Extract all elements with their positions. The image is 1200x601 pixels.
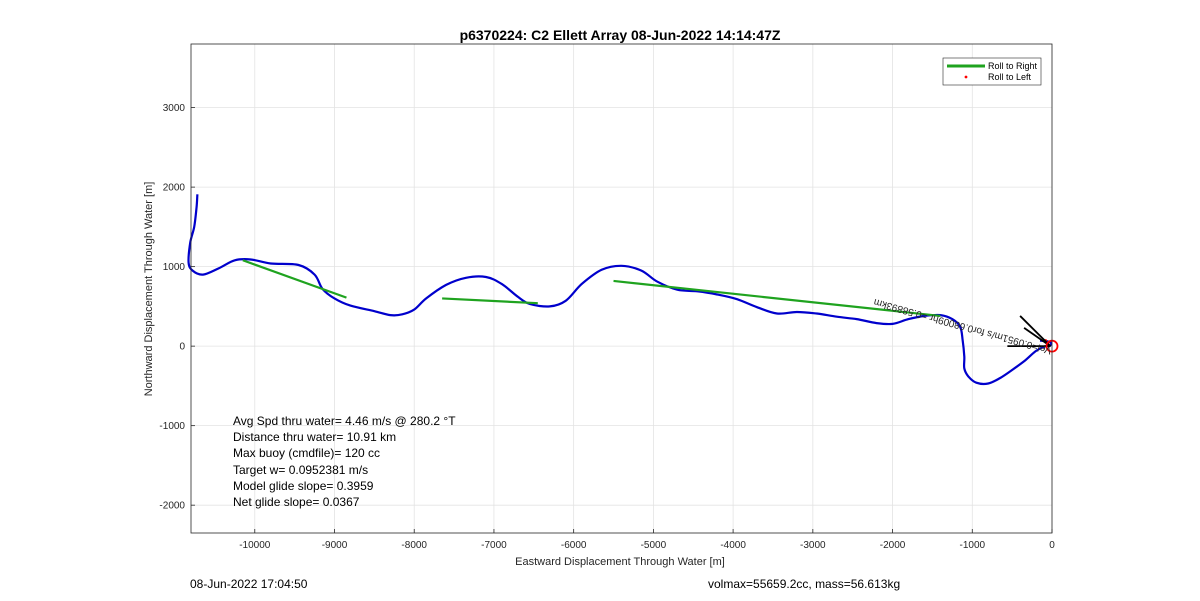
y-tick-label: 2000 xyxy=(163,183,186,194)
x-tick-label: -2000 xyxy=(880,540,906,551)
y-tick-label: 0 xyxy=(179,342,185,353)
legend: Roll to Right Roll to Left xyxy=(942,57,1042,86)
roll-right-segment xyxy=(613,279,941,318)
x-tick-label: -3000 xyxy=(800,540,826,551)
roll-right-segment xyxy=(442,297,538,305)
x-tick-label: -1000 xyxy=(959,540,985,551)
y-tick-label: 3000 xyxy=(163,103,186,114)
x-tick-label: -10000 xyxy=(239,540,271,551)
x-tick-label: -9000 xyxy=(322,540,348,551)
x-tick-label: -4000 xyxy=(720,540,746,551)
plot-content xyxy=(187,194,1059,386)
legend-box xyxy=(942,57,1042,86)
velocity-vector-line xyxy=(1019,315,1052,347)
roll-right-segment xyxy=(242,259,347,299)
y-axis-label: Northward Displacement Through Water [m] xyxy=(143,182,155,397)
x-tick-label: -8000 xyxy=(401,540,427,551)
x-tick-labels: -10000 -9000 -8000 -7000 -6000 -5000 -4000 -300… xyxy=(239,540,1055,551)
glider-track-line xyxy=(187,194,1053,386)
y-tick-labels: -2000 -1000 0 1000 2000 3000 xyxy=(159,103,185,512)
y-tick-label: 1000 xyxy=(163,262,186,273)
x-tick-label: -5000 xyxy=(641,540,667,551)
y-tick-label: -1000 xyxy=(159,421,185,432)
velocity-vector-line xyxy=(1023,327,1051,347)
footer-mass-info: volmax=55659.2cc, mass=56.613kg xyxy=(708,577,900,591)
y-tick-label: -2000 xyxy=(159,501,185,512)
chart-title: p6370224: C2 Ellett Array 08-Jun-2022 14… xyxy=(460,27,781,43)
x-tick-label: 0 xyxy=(1049,540,1055,551)
legend-swatch-roll-left xyxy=(964,75,968,79)
x-tick-label: -6000 xyxy=(561,540,587,551)
legend-label-roll-left: Roll to Left xyxy=(988,72,1032,82)
stat-line: Target w= 0.0952381 m/s xyxy=(233,463,368,477)
stat-line: Model glide slope= 0.3959 xyxy=(233,479,374,493)
legend-label-roll-right: Roll to Right xyxy=(988,61,1038,71)
stat-line: Max buoy (cmdfile)= 120 cc xyxy=(233,446,380,460)
x-axis-label: Eastward Displacement Through Water [m] xyxy=(515,556,725,568)
stat-line: Net glide slope= 0.0367 xyxy=(233,495,360,509)
footer-timestamp: 08-Jun-2022 17:04:50 xyxy=(190,577,308,591)
stats-block: Avg Spd thru water= 4.46 m/s @ 280.2 °T … xyxy=(233,414,456,509)
x-tick-label: -7000 xyxy=(481,540,507,551)
axes-frame xyxy=(190,43,1053,534)
stat-line: Avg Spd thru water= 4.46 m/s @ 280.2 °T xyxy=(233,414,456,428)
stat-line: Distance thru water= 10.91 km xyxy=(233,430,396,444)
